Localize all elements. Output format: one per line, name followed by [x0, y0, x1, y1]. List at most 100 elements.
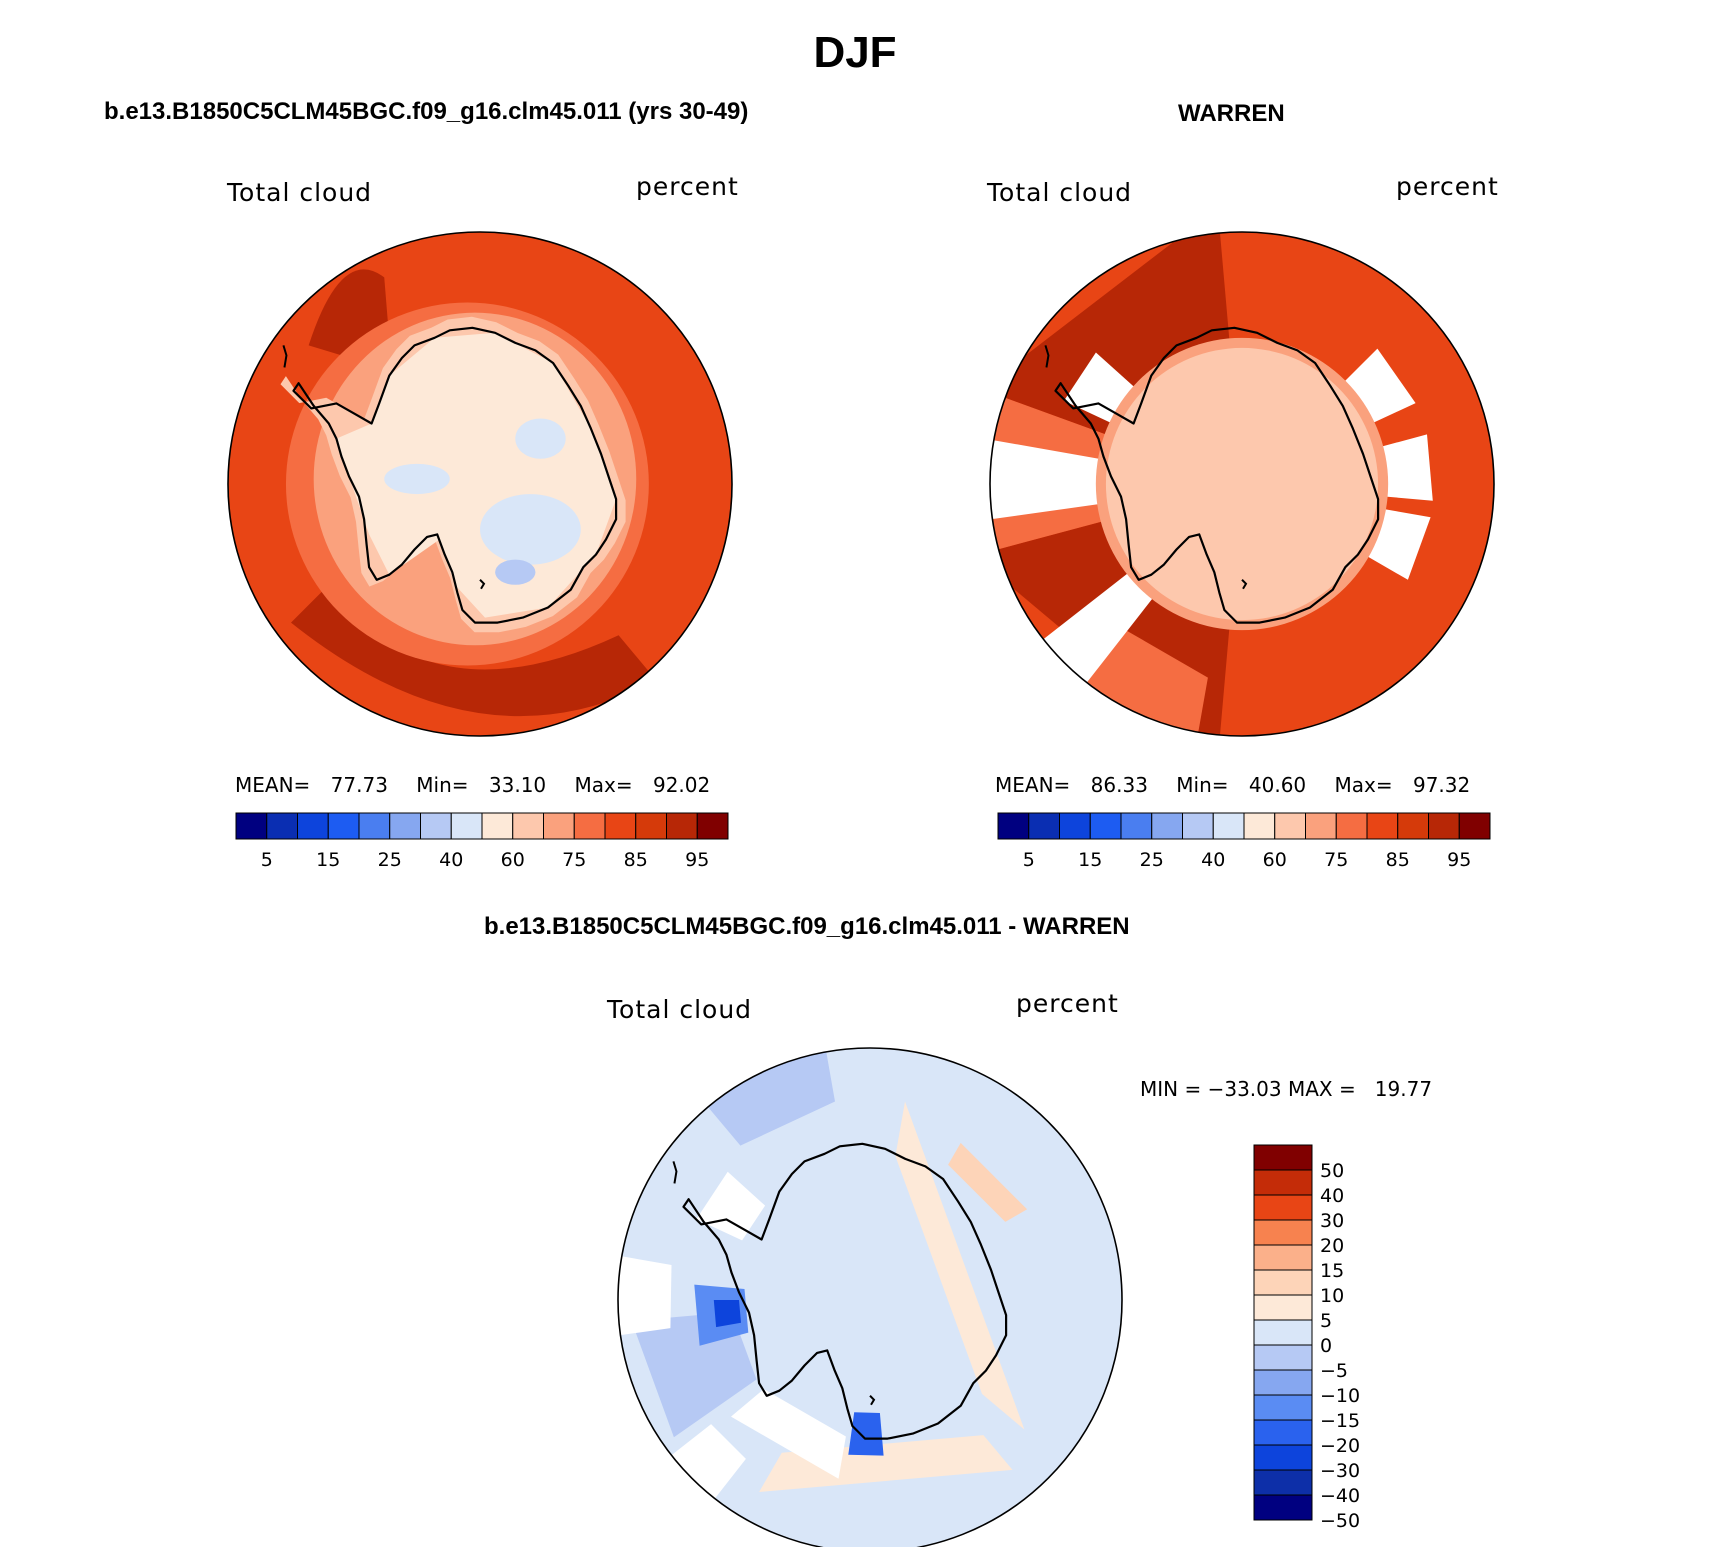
panel-2-colorbar-box [1120, 812, 1153, 840]
panel-2-variable: Total cloud [987, 178, 1133, 207]
panel-1-min-label: Min= [416, 773, 469, 797]
panel-1-colorbar-box [358, 812, 391, 840]
panel-3-colorbar-tick: −50 [1320, 1510, 1360, 1532]
panel-3-coastline [682, 1142, 1008, 1440]
panel-3-colorbar-box [1253, 1194, 1313, 1221]
panel-2-mean-label: MEAN= [995, 773, 1071, 797]
panel-3-colorbar-box [1253, 1169, 1313, 1196]
island-outline [672, 1161, 678, 1184]
missing-sector-w [618, 1251, 672, 1339]
panel-2-colorbar-box [1305, 812, 1337, 840]
missing-sector-nw [696, 1171, 766, 1241]
panel-3-colorbar-tick: 5 [1320, 1310, 1332, 1332]
panel-1-colorbar-box [450, 812, 483, 840]
panel-2-colorbar-tick: 60 [1263, 849, 1287, 871]
panel-1-colorbar-box [604, 812, 637, 840]
panel-2-colorbar-box [1428, 812, 1460, 840]
panel-1-colorbar-box [481, 812, 514, 840]
panel-2-min-label: Min= [1176, 773, 1229, 797]
panel-3-colorbar-box [1253, 1369, 1313, 1396]
panel-2-colorbar-box [1458, 812, 1491, 840]
panel-2-colorbar-box [1059, 812, 1091, 840]
panel-1-max-value: 92.02 [652, 773, 711, 797]
panel-3-colorbar-box [1253, 1294, 1313, 1321]
positive-band-east [895, 1101, 1025, 1430]
positive-core-ne [948, 1142, 1028, 1222]
panel-1-colorbar-tick: 25 [378, 849, 402, 871]
panel-2-colorbar-box [1366, 812, 1399, 840]
panel-3-units: percent [1016, 989, 1119, 1018]
panel-1-coastline [292, 326, 618, 624]
panel-2-colorbar-box [1212, 812, 1245, 840]
panel-3-map [618, 1048, 1122, 1547]
missing-sector-e [1375, 434, 1433, 501]
panel-3-colorbar-tick: −40 [1320, 1485, 1360, 1507]
panel-3-colorbar-box [1253, 1444, 1313, 1471]
panel-3-title: b.e13.B1850C5CLM45BGC.f09_g16.clm45.011 … [484, 913, 1130, 940]
panel-1-colorbar-tick: 40 [439, 849, 463, 871]
ice-shelf-outline [479, 579, 486, 590]
panel-2-max-value: 97.32 [1412, 773, 1471, 797]
panel-3-map-border [617, 1047, 1123, 1547]
island-outline [282, 345, 288, 368]
panel-2-colorbar-tick: 5 [1023, 849, 1035, 871]
missing-sector-s [731, 1389, 846, 1479]
panel-3-colorbar-tick: −10 [1320, 1385, 1360, 1407]
panel-3-variable: Total cloud [607, 995, 753, 1024]
panel-1-colorbar-box [420, 812, 452, 840]
panel-3-colorbar-tick: 40 [1320, 1185, 1344, 1207]
panel-3-colorbar-tick: 0 [1320, 1335, 1332, 1357]
ice-shelf-outline [869, 1395, 876, 1406]
panel-1-colorbar-box [666, 812, 698, 840]
panel-2-mean-value: 86.33 [1090, 773, 1148, 797]
panel-1-mean-value: 77.73 [330, 773, 388, 797]
colorbars: 5 15 25 40 60 75 85 95 5 15 25 40 60 75 85 955040302015… [235, 812, 1491, 1532]
panel-3-colorbar-box [1253, 1494, 1313, 1521]
panel-2-stats: MEAN= 86.33 Min= 40.60 Max= 97.32 [995, 773, 1470, 797]
panel-1-colorbar-box [512, 812, 544, 840]
panel-1-colorbar-box [543, 812, 575, 840]
panel-2-colorbar-box [1151, 812, 1183, 840]
panel-1-colorbar-tick: 85 [624, 849, 648, 871]
panel-3-colorbar-tick: 10 [1320, 1285, 1344, 1307]
figure-title: DJF [813, 28, 897, 77]
panel-2-colorbar-tick: 75 [1324, 849, 1348, 871]
panel-2-colorbar-tick: 40 [1201, 849, 1225, 871]
plateau-min [495, 559, 536, 585]
plateau-low-3 [384, 463, 450, 495]
panel-2-colorbar-tick: 85 [1386, 849, 1410, 871]
panel-3-colorbar-box [1253, 1319, 1313, 1346]
panel-1-colorbar-box [235, 812, 268, 840]
negative-peninsula-core [713, 1300, 741, 1328]
panel-1-colorbar-box [573, 812, 606, 840]
panel-3-colorbar-box [1253, 1144, 1313, 1171]
panel-3-colorbar-tick: 15 [1320, 1260, 1344, 1282]
panel-3-colorbar-tick: −15 [1320, 1410, 1360, 1432]
plateau-low-2 [515, 418, 566, 459]
panel-1-colorbar-tick: 15 [316, 849, 340, 871]
panel-1-colorbar-box [297, 812, 329, 840]
ice-shelf-outline [1241, 579, 1248, 590]
panel-3-colorbar-box [1253, 1219, 1313, 1246]
negative-patch-w [631, 1312, 757, 1438]
panel-2-min-value: 40.60 [1248, 773, 1307, 797]
panel-1-colorbar-box [266, 812, 298, 840]
panel-1-colorbar-box [635, 812, 667, 840]
panel-2-colorbar-tick: 25 [1140, 849, 1164, 871]
panel-1-max-label: Max= [574, 773, 633, 797]
panel-1-colorbar-tick: 60 [501, 849, 525, 871]
map-overlays [227, 231, 1495, 1547]
panel-2-colorbar-box [997, 812, 1030, 840]
panel-2-colorbar-box [1335, 812, 1368, 840]
panel-2-map-border [989, 231, 1495, 737]
panel-3-colorbar-box [1253, 1469, 1313, 1496]
panel-1-map-border [227, 231, 733, 737]
panel-3-colorbar-tick: −5 [1320, 1360, 1348, 1382]
panel-2-title: WARREN [1178, 100, 1285, 127]
panel-2-coastline [1054, 326, 1380, 624]
panel-3-colorbar-box [1253, 1244, 1313, 1271]
panel-2-colorbar-box [1182, 812, 1214, 840]
panel-3-colorbar-box [1253, 1344, 1313, 1371]
panel-2-colorbar-box [1274, 812, 1306, 840]
panel-1-map [228, 232, 732, 736]
